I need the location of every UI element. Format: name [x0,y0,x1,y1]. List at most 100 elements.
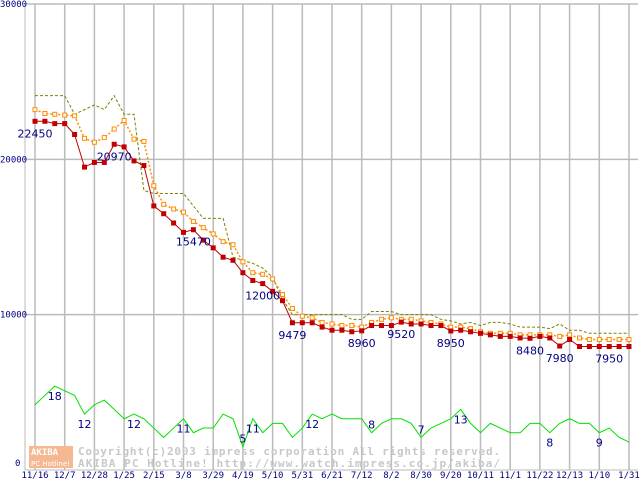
series-line-max [35,94,629,334]
data-point-min [299,320,305,326]
data-point-min [527,335,533,341]
data-point-average [200,225,206,231]
data-point-average [339,323,345,329]
data-point-average [111,126,117,132]
data-point-min [181,229,186,235]
price-label: 7980 [546,352,574,365]
watermark-logo-bottom [29,457,73,468]
watermark-url: AKIBA PC Hotline! http://www.watch.impre… [78,457,500,470]
data-point-min [280,298,285,304]
x-tick-label: 11/1 [499,471,521,480]
shop-count-label: 7 [418,423,425,436]
x-tick-label: 1/10 [588,471,610,480]
price-label: 8960 [348,337,376,350]
data-point-min [121,144,127,150]
data-point-average [567,332,573,338]
shop-count-label: 12 [127,418,141,431]
data-point-average [181,209,186,215]
data-point-min [438,323,444,329]
price-label: 7950 [595,353,623,366]
x-tick-label: 8/30 [410,471,432,480]
data-point-min [260,281,266,287]
data-point-min [82,164,87,170]
data-point-min [398,319,404,325]
data-point-average [230,242,236,248]
data-point-min [250,277,256,283]
data-point-average [309,315,315,321]
data-point-min [141,163,147,169]
data-point-average [270,276,276,282]
data-point-min [131,158,137,164]
shop-count-label: 8 [368,419,375,432]
data-point-average [220,239,226,245]
shop-count-label: 12 [78,418,92,431]
data-point-average [190,218,196,224]
data-point-average [82,135,87,141]
data-point-average [260,271,266,277]
data-point-average [408,316,414,322]
data-point-min [101,159,107,165]
data-point-average [250,270,256,276]
data-point-average [32,107,38,113]
x-tick-label: 12/13 [556,471,583,480]
data-point-min [349,329,355,335]
x-tick-label: 11/16 [21,471,48,480]
series-layer [32,94,632,449]
watermark-copyright: Copyright(c)2003 impress corporation All… [78,445,500,458]
data-point-min [428,323,434,329]
data-point-min [586,344,592,350]
data-point-average [299,313,305,319]
data-point-min [379,323,384,329]
price-label: 8950 [437,337,465,350]
data-point-min [388,323,394,329]
data-point-min [161,211,167,217]
shop-count-label: 5 [239,433,246,446]
series-line-shops [34,385,630,449]
data-point-average [151,183,157,189]
data-point-average [329,321,335,327]
data-point-min [507,333,513,339]
data-point-min [270,288,276,294]
data-point-average [616,337,622,343]
data-point-min [537,333,543,339]
data-point-min [596,344,602,350]
data-point-min [567,337,573,343]
data-labels: 22450 20970 15470 12000 9479 8960 9520 8950 8480… [18,127,624,449]
x-tick-label: 10/11 [467,471,494,480]
data-point-average [557,333,563,339]
data-point-min [329,327,335,333]
data-point-min [369,323,375,329]
data-point-average [62,112,68,118]
data-point-average [121,118,127,123]
x-tick-label: 1/31 [618,471,640,480]
data-point-min [606,344,612,350]
x-tick-label: 3/8 [175,471,191,480]
shop-count-label: 8 [546,437,553,450]
data-point-min [220,254,226,260]
data-point-average [240,259,246,265]
y-tick-label: 30000 [0,0,27,10]
data-point-average [577,335,582,341]
data-point-min [319,324,325,330]
data-point-min [339,327,345,333]
data-point-average [626,337,632,343]
data-point-average [52,111,58,117]
x-tick-label: 8/2 [383,471,399,480]
price-label: 9520 [387,328,415,341]
data-point-min [478,330,483,336]
shop-count-label: 18 [48,390,62,403]
data-point-min [458,327,464,333]
price-label: 22450 [18,127,53,140]
data-point-min [230,257,236,263]
data-point-average [72,113,78,119]
data-point-min [210,245,216,251]
data-point-min [190,227,196,233]
data-point-average [586,337,592,343]
data-point-min [616,344,622,350]
data-point-average [606,337,612,343]
shop-count-label: 13 [454,413,468,426]
data-point-average [131,136,137,142]
data-point-average [210,231,216,237]
shop-count-label: 11 [246,423,260,436]
